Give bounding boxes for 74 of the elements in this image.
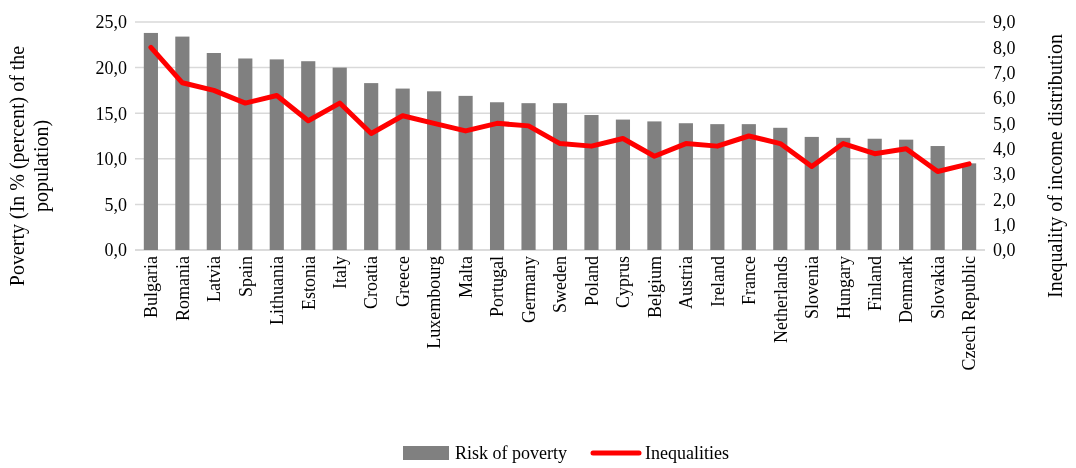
x-tick-label: Netherlands <box>770 256 791 343</box>
y-tick-label: 15,0 <box>95 103 127 124</box>
bar <box>332 67 347 250</box>
x-tick-label: Italy <box>330 256 351 289</box>
bar <box>206 53 221 250</box>
y2-tick-label: 9,0 <box>993 12 1016 33</box>
y-tick-label: 20,0 <box>95 57 127 78</box>
x-tick-label: Slovenia <box>802 256 823 319</box>
bar <box>395 88 410 250</box>
x-tick-label: Ireland <box>707 256 728 307</box>
y-tick-label: 25,0 <box>95 12 127 33</box>
x-tick-label: Portugal <box>487 256 508 317</box>
x-tick-label: Spain <box>235 256 256 298</box>
x-tick-label: Bulgaria <box>141 255 162 318</box>
bar <box>647 121 662 250</box>
bar <box>836 137 851 250</box>
x-tick-label: Latvia <box>204 256 225 302</box>
x-tick-label: Lithuania <box>267 256 288 325</box>
x-tick-label: Slovakia <box>927 256 948 319</box>
y2-tick-label: 5,0 <box>993 113 1016 134</box>
bar <box>899 139 914 250</box>
bar <box>710 124 725 250</box>
x-tick-label: Luxembourg <box>424 256 445 349</box>
y2-tick-label: 0,0 <box>993 240 1016 261</box>
bar <box>143 32 158 250</box>
bar <box>427 91 442 250</box>
bar <box>678 123 693 250</box>
y2-axis-title: Inequality of income distribution <box>1044 34 1067 298</box>
x-tick-label: France <box>739 256 760 305</box>
x-tick-label: Estonia <box>298 256 319 310</box>
bar <box>584 115 599 250</box>
y2-tick-label: 6,0 <box>993 88 1016 109</box>
bar <box>930 146 945 250</box>
y2-tick-label: 4,0 <box>993 138 1016 159</box>
y2-tick-label: 3,0 <box>993 164 1016 185</box>
bar <box>867 138 882 250</box>
legend-label: Inequalities <box>645 443 729 464</box>
y-axis-title: Poverty (In % (percent) of the population) <box>6 45 53 287</box>
legend-label: Risk of poverty <box>455 443 567 464</box>
bar <box>521 103 536 250</box>
bar <box>364 83 379 250</box>
bar <box>773 127 788 250</box>
bar <box>489 102 505 250</box>
x-tick-label: Malta <box>455 256 476 298</box>
x-tick-label: Denmark <box>896 256 917 323</box>
bar <box>962 163 977 250</box>
x-tick-label: Cyprus <box>613 256 634 309</box>
bar <box>238 58 253 250</box>
y-tick-label: 5,0 <box>104 194 127 215</box>
x-tick-label: Germany <box>518 256 539 323</box>
bar <box>804 136 819 250</box>
x-tick-label: Greece <box>392 255 413 307</box>
y-tick-label: 10,0 <box>95 149 127 170</box>
y2-tick-label: 1,0 <box>993 214 1016 235</box>
bar <box>741 124 756 250</box>
bar <box>175 36 190 250</box>
y-tick-label: 0,0 <box>104 240 127 261</box>
bar <box>615 119 631 250</box>
bar <box>269 59 284 250</box>
x-tick-label: Sweden <box>550 256 571 313</box>
x-tick-label: Hungary <box>833 256 854 319</box>
x-tick-label: Belgium <box>644 256 665 318</box>
bar <box>552 103 568 250</box>
x-tick-label: Czech Republic <box>959 256 980 371</box>
x-tick-label: Austria <box>676 256 697 309</box>
y2-tick-label: 8,0 <box>993 37 1016 58</box>
bar <box>458 95 473 250</box>
x-tick-label: Poland <box>581 256 602 307</box>
x-tick-label: Romania <box>172 256 193 321</box>
bar <box>301 61 316 250</box>
x-tick-label: Croatia <box>361 255 382 309</box>
y2-tick-label: 2,0 <box>993 189 1016 210</box>
y2-tick-label: 7,0 <box>993 62 1016 83</box>
x-tick-label: Finland <box>865 256 885 312</box>
